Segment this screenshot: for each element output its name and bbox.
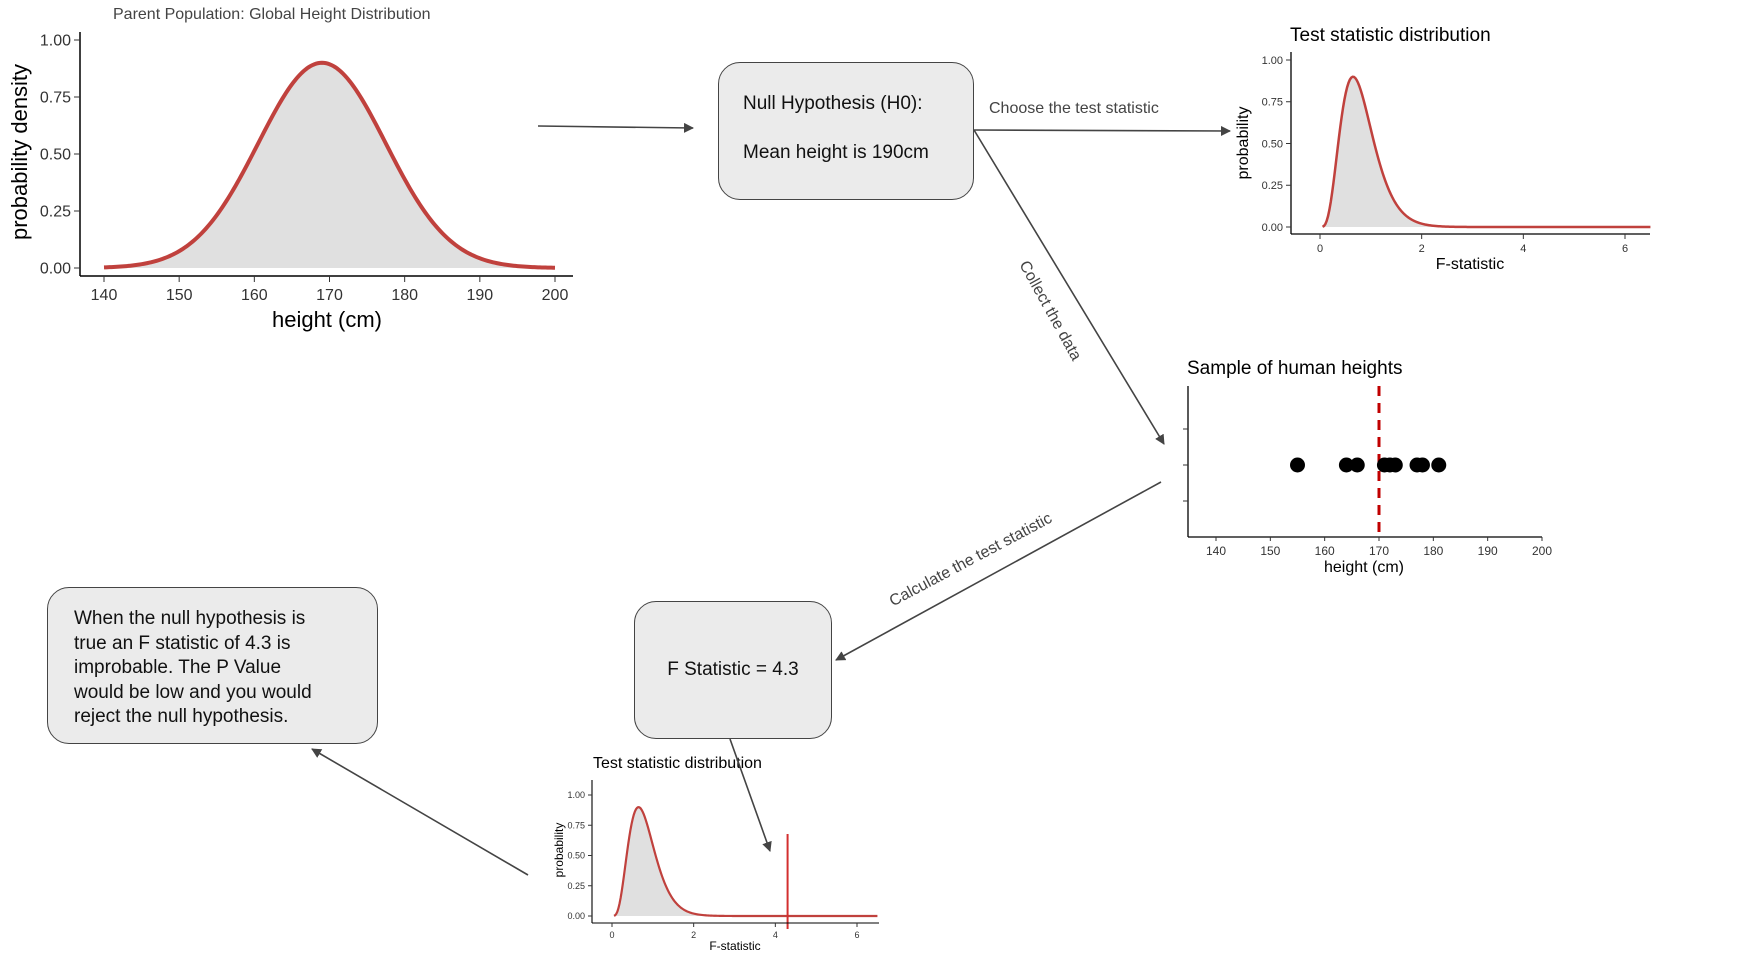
- parent-plot-title: Parent Population: Global Height Distrib…: [113, 6, 431, 23]
- test-stat-y-label: probability: [1235, 107, 1252, 180]
- sample-plot-title: Sample of human heights: [1187, 358, 1402, 379]
- test-stat-plot: Test statistic distribution 0 2 4 6 0.00 0.2…: [1235, 25, 1651, 273]
- arrows: [311, 122, 1231, 876]
- parent-x-ticks: 140 150 160 170 180 190 200: [91, 276, 569, 304]
- sample-point: [1387, 457, 1403, 473]
- sample-x-tick-label: 200: [1532, 544, 1552, 558]
- small-test-stat-y-label: probability: [552, 823, 566, 878]
- parent-y-ticks: 0.00 0.25 0.50 0.75 1.00: [40, 33, 80, 278]
- parent-y-tick-label: 0.75: [40, 90, 71, 107]
- small-test-stat-y-tick-label: 1.00: [567, 790, 585, 800]
- sample-x-ticks: 140 150 160 170 180 190 200: [1206, 537, 1552, 558]
- arrow-choose-statistic: [973, 125, 1231, 136]
- sample-points: [1290, 457, 1447, 473]
- sample-x-tick-label: 150: [1260, 544, 1280, 558]
- parent-density-area: [104, 62, 555, 268]
- small-test-stat-y-tick-label: 0.50: [567, 851, 585, 861]
- small-test-stat-x-tick-label: 0: [609, 930, 614, 940]
- arrow-to-small-distribution: [729, 738, 772, 852]
- sample-point: [1414, 457, 1430, 473]
- parent-y-label: probability density: [7, 64, 32, 240]
- test-stat-x-tick-label: 0: [1317, 243, 1323, 255]
- sample-point: [1290, 457, 1305, 473]
- test-stat-x-label: F-statistic: [1436, 256, 1504, 273]
- parent-y-tick-label: 0.00: [40, 261, 71, 278]
- small-test-stat-y-ticks: 0.00 0.25 0.50 0.75 1.00: [567, 790, 592, 921]
- null-hypothesis-box: Null Hypothesis (H0): Mean height is 190…: [718, 62, 974, 200]
- parent-x-tick-label: 160: [241, 287, 268, 304]
- null-hypothesis-text: Mean height is 190cm: [743, 142, 929, 163]
- test-stat-x-tick-label: 2: [1419, 243, 1425, 255]
- f-distribution-area: [1322, 76, 1651, 227]
- test-stat-y-tick-label: 0.00: [1262, 222, 1283, 234]
- conclusion-line: reject the null hypothesis.: [74, 706, 289, 727]
- small-test-stat-y-tick-label: 0.00: [567, 911, 585, 921]
- small-test-stat-y-tick-label: 0.75: [567, 820, 585, 830]
- parent-density-curve: [103, 60, 556, 270]
- conclusion-line: improbable. The P Value: [74, 657, 282, 678]
- collect-data-label: Collect the data: [1016, 258, 1085, 364]
- parent-y-tick-label: 1.00: [40, 33, 71, 50]
- f-distribution-curve: [1321, 75, 1651, 229]
- small-test-stat-x-ticks: 0 2 4 6: [609, 923, 860, 940]
- arrow-collect-data: [973, 129, 1165, 445]
- test-stat-y-tick-label: 0.25: [1262, 180, 1283, 192]
- test-stat-title: Test statistic distribution: [1290, 25, 1491, 46]
- test-stat-y-ticks: 0.00 0.25 0.50 0.75 1.00: [1262, 55, 1291, 234]
- small-test-stat-y-tick-label: 0.25: [567, 881, 585, 891]
- arrow-calculate-statistic: [835, 481, 1162, 661]
- conclusion-box: When the null hypothesis is true an F st…: [47, 587, 378, 744]
- small-test-stat-title: Test statistic distribution: [593, 755, 762, 772]
- test-stat-y-tick-label: 0.50: [1262, 138, 1283, 150]
- sample-x-tick-label: 160: [1315, 544, 1335, 558]
- f-statistic-text: F Statistic = 4.3: [667, 659, 799, 680]
- parent-x-tick-label: 200: [542, 287, 569, 304]
- small-test-stat-x-tick-label: 6: [854, 930, 859, 940]
- parent-plot: Parent Population: Global Height Distrib…: [7, 6, 573, 332]
- small-test-stat-x-tick-label: 4: [773, 930, 778, 940]
- small-test-stat-x-label: F-statistic: [709, 939, 760, 953]
- parent-y-tick-label: 0.50: [40, 147, 71, 164]
- conclusion-line: When the null hypothesis is: [74, 608, 306, 629]
- small-test-stat-x-tick-label: 2: [691, 930, 696, 940]
- parent-x-tick-label: 170: [316, 287, 343, 304]
- choose-statistic-label: Choose the test statistic: [989, 100, 1159, 117]
- null-hypothesis-title: Null Hypothesis (H0):: [743, 93, 923, 114]
- sample-point: [1349, 457, 1365, 473]
- sample-point: [1338, 457, 1354, 473]
- sample-x-tick-label: 180: [1423, 544, 1443, 558]
- test-stat-x-ticks: 0 2 4 6: [1317, 234, 1628, 255]
- sample-y-ticks: [1183, 428, 1188, 502]
- sample-x-label: height (cm): [1324, 559, 1404, 576]
- sample-point: [1431, 457, 1447, 473]
- small-test-stat-plot: Test statistic distribution 0 2 4 6 0.00 0.2…: [552, 755, 879, 953]
- parent-x-tick-label: 150: [166, 287, 193, 304]
- conclusion-line: true an F statistic of 4.3 is: [74, 632, 291, 654]
- arrow-to-conclusion: [311, 748, 529, 876]
- test-stat-x-tick-label: 6: [1622, 243, 1628, 255]
- sample-x-tick-label: 190: [1478, 544, 1498, 558]
- parent-x-tick-label: 190: [466, 287, 493, 304]
- test-stat-x-tick-label: 4: [1520, 243, 1526, 255]
- test-stat-y-tick-label: 1.00: [1262, 55, 1283, 67]
- arrow-to-null-hypothesis: [537, 122, 694, 133]
- parent-x-label: height (cm): [272, 307, 382, 332]
- f-statistic-box: F Statistic = 4.3: [634, 601, 832, 739]
- small-f-distribution-area: [614, 807, 878, 916]
- sample-x-tick-label: 140: [1206, 544, 1226, 558]
- small-f-distribution-curve: [613, 806, 878, 918]
- sample-plot: Sample of human heights 140 150 160 170 180 1…: [1183, 358, 1552, 576]
- calculate-statistic-label: Calculate the test statistic: [887, 510, 1055, 610]
- conclusion-line: would be low and you would: [74, 681, 312, 703]
- parent-x-tick-label: 180: [391, 287, 418, 304]
- parent-x-tick-label: 140: [91, 287, 118, 304]
- test-stat-y-tick-label: 0.75: [1262, 97, 1283, 109]
- sample-x-tick-label: 170: [1369, 544, 1389, 558]
- parent-y-tick-label: 0.25: [40, 204, 71, 221]
